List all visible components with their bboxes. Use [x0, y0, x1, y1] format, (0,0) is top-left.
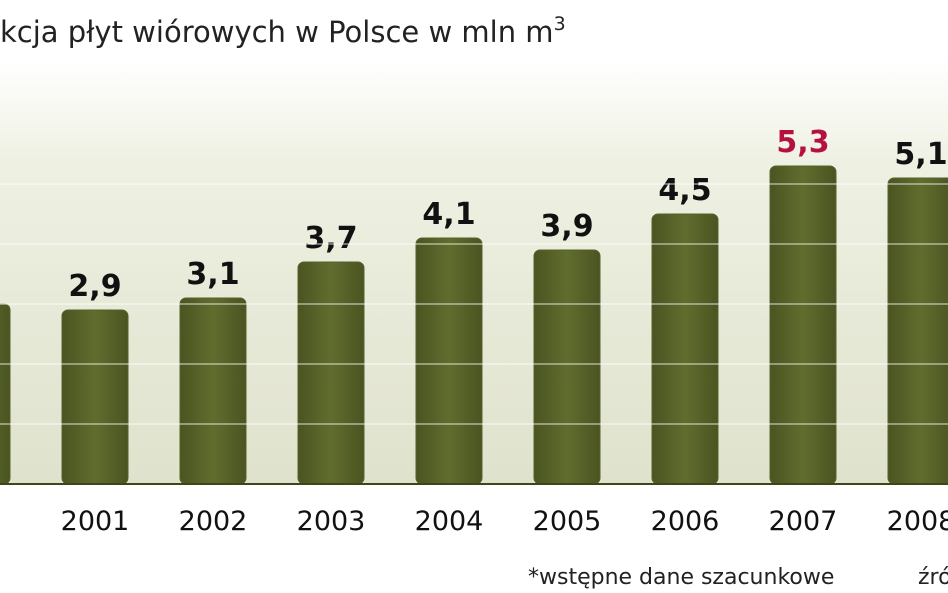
- value-label: 4,1: [422, 197, 475, 232]
- x-tick-label: 2005: [533, 506, 602, 537]
- value-label: 5,1: [894, 137, 947, 172]
- footnote: *wstępne dane szacunkowe: [528, 565, 834, 590]
- bar: [0, 303, 11, 485]
- value-label: 3,7: [304, 221, 357, 256]
- x-tick-label: 2004: [415, 506, 484, 537]
- chart-title: kcja płyt wiórowych w Polsce w mln m3: [0, 13, 566, 49]
- bar: [651, 213, 719, 485]
- value-label: 5,3: [776, 125, 829, 160]
- bar: [769, 165, 837, 485]
- value-label: 3,1: [186, 257, 239, 292]
- x-tick-label: 2002: [179, 506, 248, 537]
- x-tick-label: 2007: [769, 506, 838, 537]
- bar: [533, 249, 601, 485]
- bar: [297, 261, 365, 485]
- value-label: 3,9: [540, 209, 593, 244]
- bar: [179, 297, 247, 485]
- x-tick-label: 2006: [651, 506, 720, 537]
- bar: [887, 177, 948, 485]
- bar: [415, 237, 483, 485]
- x-tick-label: 2008: [887, 506, 948, 537]
- source: źró: [918, 565, 948, 590]
- value-label: 4,5: [658, 173, 711, 208]
- x-tick-label: 2003: [297, 506, 366, 537]
- x-tick-label: 2001: [61, 506, 130, 537]
- bar: [61, 309, 129, 485]
- value-label: 2,9: [68, 269, 121, 304]
